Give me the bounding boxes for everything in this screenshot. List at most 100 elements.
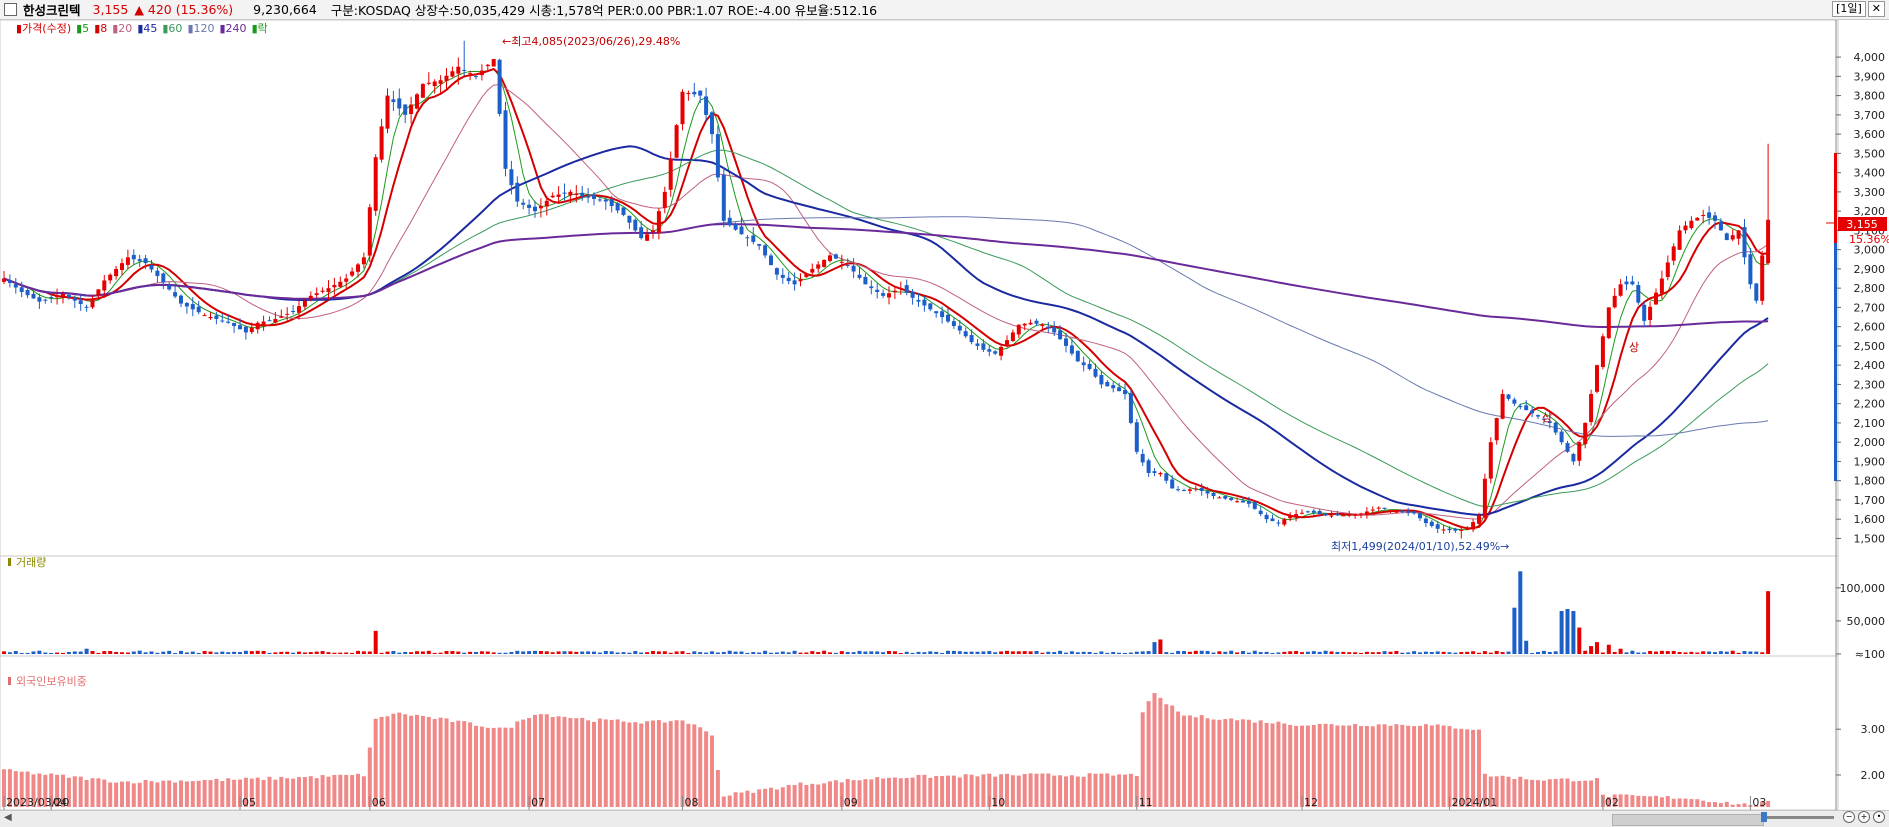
candle-body [1064, 338, 1068, 346]
volume-bar [715, 652, 720, 654]
stock-chart[interactable]: 1,500 1,600 1,700 1,800 1,900 2,000 2,100 2,200… [0, 20, 1889, 810]
foreign-bar [892, 777, 897, 807]
candle-body [55, 295, 60, 298]
candle-body [426, 82, 431, 84]
foreign-bar [19, 771, 24, 807]
foreign-bar [651, 720, 655, 807]
legend-item: ▮120 [187, 22, 214, 35]
select-checkbox[interactable] [4, 3, 17, 16]
volume-bar [810, 651, 815, 654]
foreign-bar [1730, 804, 1735, 807]
volume-bar [922, 652, 927, 654]
candle-body [450, 71, 455, 77]
candle-body [344, 278, 349, 282]
foreign-bar [721, 796, 726, 807]
horizontal-scrollbar[interactable]: ◀ ▶ − + • [0, 810, 1889, 827]
foreign-bar [72, 776, 77, 807]
volume-bar [462, 652, 467, 654]
foreign-bar [391, 713, 396, 807]
volume-bar [1447, 652, 1452, 654]
volume-bar [1441, 651, 1446, 654]
legend-main: ▮가격(수정) ▮5 ▮8 ▮20 ▮45 ▮60 ▮120 ▮240 ▮락 [16, 22, 268, 35]
stock-change: ▲ 420 (15.36%) [134, 2, 234, 17]
zoom-reset-icon[interactable]: • [1873, 811, 1885, 823]
legend-item: ▮8 [94, 22, 107, 35]
candle-body [114, 268, 119, 277]
foreign-bar [550, 717, 555, 807]
volume-bar [863, 651, 868, 654]
volume-bar [19, 652, 24, 654]
candle-body [1087, 363, 1092, 370]
zoom-in-icon[interactable]: + [1858, 811, 1870, 823]
volume-bar [1412, 651, 1417, 654]
foreign-bar [173, 782, 178, 807]
foreign-bar [580, 717, 585, 807]
volume-bar [1418, 652, 1422, 654]
volume-bar [49, 652, 54, 654]
volume-bar [538, 651, 543, 654]
candle-body [314, 293, 319, 296]
foreign-bar [308, 776, 313, 807]
volume-bar [1707, 651, 1712, 654]
volume-bar [621, 652, 626, 654]
volume-bar [426, 650, 431, 654]
price-tick-label: 2,400 [1854, 359, 1886, 372]
foreign-bar [745, 790, 750, 807]
zoom-slider[interactable] [1761, 811, 1834, 822]
candle-body [798, 279, 803, 282]
scroll-thumb[interactable] [1612, 814, 1764, 826]
candle-body [1158, 472, 1163, 475]
foreign-bar [409, 715, 414, 807]
foreign-bar [102, 779, 107, 807]
volume-bar [633, 651, 638, 654]
volume-bar [479, 651, 484, 654]
volume-bar [851, 652, 856, 654]
volume-bar [1258, 652, 1263, 654]
volume-bar [910, 652, 915, 654]
close-icon[interactable]: ✕ [1867, 1, 1885, 17]
volume-bar [757, 652, 762, 654]
volume-bar [1182, 651, 1186, 654]
period-button[interactable]: [1일] [1832, 1, 1866, 17]
candle-body [916, 299, 921, 302]
foreign-bar [810, 783, 815, 807]
volume-bar [1659, 650, 1664, 654]
volume-bar [208, 651, 213, 654]
foreign-bar [202, 779, 207, 807]
candle-body [1005, 340, 1009, 345]
volume-bar [698, 652, 703, 654]
foreign-bar [1754, 804, 1759, 807]
foreign-bar [37, 773, 42, 807]
candle-body [1530, 410, 1535, 414]
candle-body [155, 270, 160, 276]
foreign-bar [462, 721, 467, 807]
foreign-bar [568, 718, 573, 807]
candle-body [704, 96, 709, 115]
foreign-bar [1028, 773, 1033, 807]
volume-bar [1028, 651, 1033, 654]
foreign-bar [214, 778, 219, 807]
volume-bar [373, 630, 378, 654]
candle-body [43, 299, 48, 301]
foreign-bar [1500, 775, 1505, 807]
candle-body [456, 66, 461, 74]
foreign-bar [267, 776, 272, 807]
foreign-bar [1724, 801, 1729, 807]
volume-bar [1034, 651, 1039, 654]
candle-body [763, 245, 768, 256]
volume-bar [1748, 651, 1753, 654]
volume-tick-label: ≈100 [1855, 648, 1885, 661]
foreign-bar [1547, 779, 1552, 807]
candle-body [397, 98, 402, 109]
volume-bar [1364, 651, 1369, 654]
volume-tick-label: 50,000 [1847, 615, 1886, 628]
volume-bar [1370, 652, 1375, 654]
candle-body [940, 311, 945, 318]
foreign-bar [574, 718, 579, 807]
foreign-bar [1128, 773, 1133, 807]
foreign-bar [1477, 729, 1481, 807]
volume-bar [55, 652, 60, 654]
scroll-left-icon[interactable]: ◀ [4, 812, 12, 823]
zoom-out-icon[interactable]: − [1843, 811, 1855, 823]
volume-bar [1193, 650, 1198, 654]
